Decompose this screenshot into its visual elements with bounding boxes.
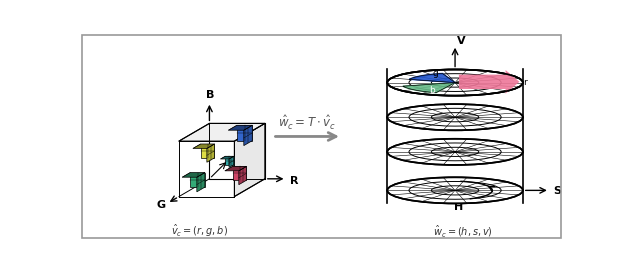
Polygon shape (182, 173, 205, 177)
Polygon shape (409, 73, 455, 83)
Polygon shape (225, 166, 246, 171)
Text: $\hat{v}_c = (r, g, b)$: $\hat{v}_c = (r, g, b)$ (171, 223, 228, 239)
Ellipse shape (387, 104, 523, 130)
Polygon shape (239, 166, 246, 185)
Polygon shape (193, 144, 215, 149)
Polygon shape (197, 173, 205, 192)
Ellipse shape (387, 177, 523, 204)
Polygon shape (459, 70, 519, 93)
Ellipse shape (387, 139, 523, 165)
Polygon shape (229, 156, 234, 167)
Polygon shape (403, 83, 455, 93)
Text: r: r (523, 78, 527, 87)
Polygon shape (225, 156, 234, 165)
Text: b: b (429, 86, 435, 95)
Polygon shape (232, 166, 246, 180)
Polygon shape (179, 123, 265, 141)
Polygon shape (244, 125, 252, 146)
Polygon shape (229, 125, 252, 130)
Text: g: g (433, 69, 439, 78)
Text: H: H (454, 202, 463, 212)
Text: $\hat{w}_c = (h, s, v)$: $\hat{w}_c = (h, s, v)$ (433, 223, 493, 239)
Text: B: B (206, 90, 214, 100)
Ellipse shape (387, 69, 523, 96)
Text: R: R (290, 176, 298, 186)
Polygon shape (237, 125, 252, 141)
Text: S: S (553, 186, 561, 196)
Polygon shape (200, 144, 215, 158)
Text: V: V (457, 36, 466, 46)
Polygon shape (190, 173, 205, 187)
Polygon shape (234, 123, 265, 196)
Polygon shape (209, 123, 265, 179)
Polygon shape (207, 144, 215, 162)
Text: $\hat{w}_c = T \cdot \hat{v}_c$: $\hat{w}_c = T \cdot \hat{v}_c$ (278, 114, 336, 133)
Text: G: G (156, 200, 166, 210)
Polygon shape (220, 156, 234, 159)
